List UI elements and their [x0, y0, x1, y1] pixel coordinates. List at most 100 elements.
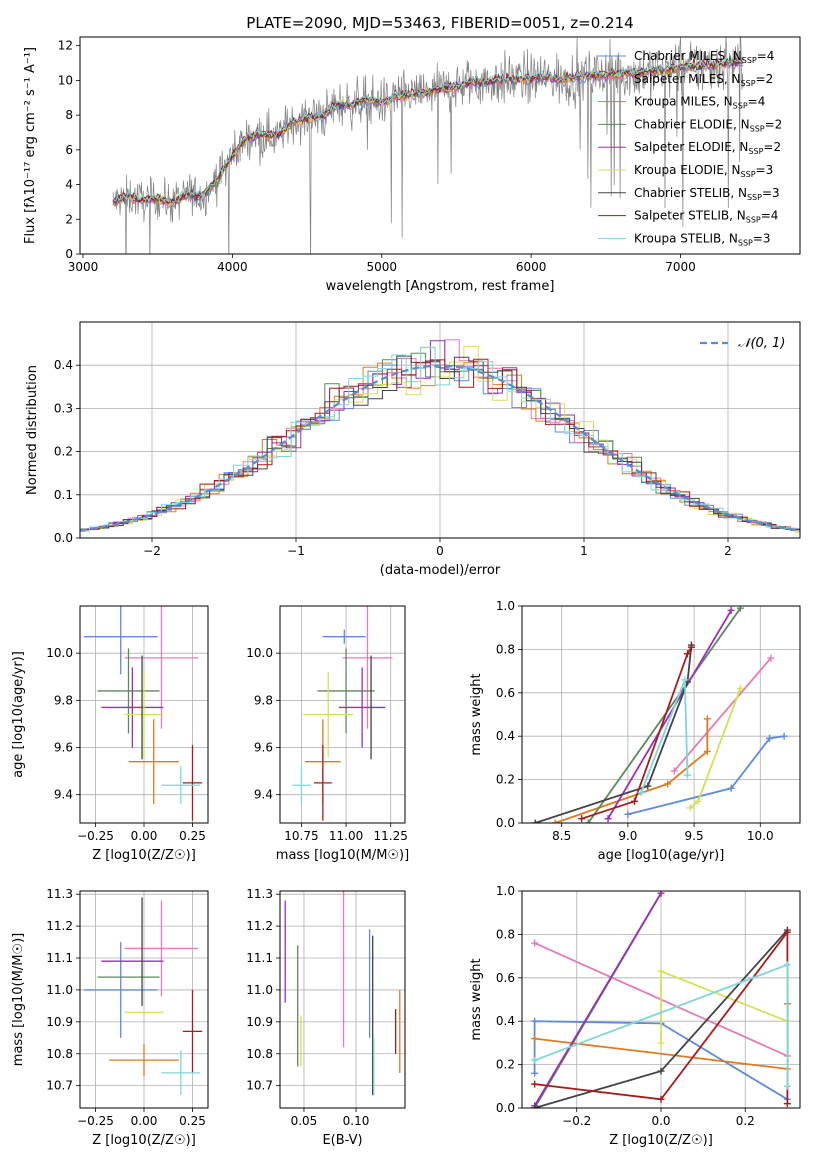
weight_vs_age-xtick-label: 9.5	[685, 829, 704, 843]
spectrum-ytick-label: 12	[58, 39, 73, 53]
legend-entry-main: Kroupa STELIB, N	[634, 231, 738, 245]
mass_vs_Z-ytick-label: 10.7	[46, 1079, 73, 1093]
spectrum-xtick-label: 5000	[366, 260, 397, 274]
weight_vs_Z-panel: −0.2 0.0 0.2 0.0 0.2 0.4 0.6 0.8 1.0 Z [log10(Z/Z…	[469, 884, 801, 1148]
legend-entry: Kroupa MILES, NSSP=4	[634, 95, 765, 111]
weight-marker	[686, 804, 694, 812]
age_vs_mass-plot-area	[292, 606, 393, 821]
errorbar-point-salpeter-stelib	[182, 989, 203, 1073]
legend-entry: Kroupa STELIB, NSSP=3	[634, 231, 771, 247]
residuals-xtick-label: −2	[143, 544, 161, 558]
weight-marker	[578, 815, 586, 823]
legend-entry: Chabrier MILES, NSSP=4	[634, 49, 774, 65]
weight-line	[607, 609, 732, 820]
legend-entry-sub: SSP	[748, 147, 763, 156]
weight-marker	[531, 1035, 539, 1043]
legend-entry-main: Salpeter MILES, N	[634, 72, 741, 86]
legend-entry-tail: =3	[756, 163, 774, 177]
weight_vs_age-plot-area	[531, 606, 788, 823]
mass_vs_Z-ytick-label: 11.3	[46, 887, 73, 901]
weight-marker	[664, 780, 672, 788]
weight-series-kroupa-stelib	[531, 961, 791, 1090]
weight_vs_age-axes: 8.5 9.0 9.5 10.0 0.0 0.2 0.4 0.6 0.8 1.0 age [log1…	[469, 599, 801, 863]
model-line-chabrier-stelib	[112, 55, 744, 204]
errorbar-point-salpeter-stelib	[313, 745, 332, 821]
errorbar-point-kroupa-stelib	[292, 766, 311, 805]
legend-entry-sub: SSP	[750, 124, 765, 133]
errorbar-point-chabrier-elodie	[97, 648, 160, 734]
weight-marker	[531, 1056, 539, 1064]
weight-marker	[780, 732, 788, 740]
legend-entry-sub: SSP	[741, 170, 756, 179]
weight_vs_age-ytick-label: 1.0	[496, 599, 515, 613]
spectrum-plot-area	[112, 37, 744, 254]
legend-entry-tail: =3	[753, 231, 771, 245]
weight-line	[534, 645, 693, 823]
residuals-xtick-label: −1	[287, 544, 305, 558]
legend-entry-main: Chabrier ELODIE, N	[634, 117, 750, 131]
mass_vs_Z-xtick-label: 0.00	[131, 1114, 158, 1128]
histogram-step-kroupa-stelib	[80, 346, 800, 532]
legend-entry-tail: =2	[763, 140, 781, 154]
weight_vs_Z-xlabel: Z [log10(Z/Z☉)]	[609, 1133, 713, 1148]
weight-marker	[604, 815, 612, 823]
weight_vs_Z-plot-area	[531, 891, 791, 1108]
legend-entry: Salpeter MILES, NSSP=2	[634, 72, 773, 88]
weight_vs_age-panel: 8.5 9.0 9.5 10.0 0.0 0.2 0.4 0.6 0.8 1.0 age [log1…	[469, 599, 801, 863]
spectrum-axes: 3000 4000 5000 6000 7000 0 2 4 6 8 10 12 wavelength …	[23, 36, 801, 294]
weight-marker	[551, 819, 559, 823]
age_vs_mass-xtick-label: 11.25	[374, 829, 408, 843]
legend-entry: Salpeter ELODIE, NSSP=2	[634, 140, 781, 156]
mass_vs_ebv-xtick-label: 0.05	[291, 1114, 318, 1128]
figure-title: PLATE=2090, MJD=53463, FIBERID=0051, z=0…	[246, 14, 633, 32]
weight_vs_Z-xtick-label: −0.2	[562, 1114, 591, 1128]
weight-marker	[657, 891, 665, 897]
mass_vs_Z-ytick-label: 11.2	[46, 919, 73, 933]
weight-marker	[703, 747, 711, 755]
weight_vs_Z-ytick-label: 0.0	[496, 1101, 515, 1115]
age_vs_Z-ytick-label: 9.4	[54, 788, 73, 802]
weight-marker	[657, 1095, 665, 1103]
weight-marker	[687, 643, 695, 651]
legend-entry: Chabrier ELODIE, NSSP=2	[634, 117, 782, 133]
mass_vs_Z-xtick-label: −0.25	[77, 1114, 114, 1128]
weight-marker	[657, 1039, 665, 1047]
age_vs_Z-xtick-label: 0.00	[131, 829, 158, 843]
weight-marker	[703, 715, 711, 723]
weight_vs_age-ylabel: mass weight	[469, 673, 484, 755]
legend-entry-sub: SSP	[742, 56, 757, 65]
weight-line	[581, 646, 693, 820]
residuals-axes: −2 −1 0 1 2 0.0 0.1 0.2 0.3 0.4 (data-model)/error…	[25, 321, 801, 578]
errorbar-point-chabrier-miles	[83, 606, 158, 675]
weight-marker	[531, 819, 539, 823]
legend-entry-tail: =4	[761, 209, 779, 223]
age_vs_mass-ytick-label: 9.4	[254, 788, 273, 802]
mass_vs_Z-ytick-label: 11.0	[46, 983, 73, 997]
spectrum-frame	[79, 36, 801, 255]
age_vs_Z-axes: −0.25 0.00 0.25 9.4 9.6 9.8 10.0 Z [log10(Z/Z☉)…	[11, 605, 209, 863]
mass_vs_ebv-ytick-label: 10.9	[246, 1015, 273, 1029]
weight-marker	[681, 676, 689, 684]
spectrum-xtick-label: 6000	[516, 260, 547, 274]
weight-marker	[657, 1067, 665, 1075]
weight_vs_age-xtick-label: 9.0	[618, 829, 637, 843]
legend-entry-tail: =2	[765, 117, 783, 131]
errorbar-point-salpeter-elodie	[101, 667, 164, 748]
weight-series-salpeter-elodie	[604, 606, 735, 823]
errorbar-point-kroupa-miles	[109, 1044, 179, 1077]
weight-marker	[531, 1104, 539, 1108]
legend-entry-tail: =2	[756, 72, 774, 86]
mass_vs_ebv-xtick-label: 0.10	[343, 1114, 370, 1128]
weight_vs_age-ytick-label: 0.2	[496, 773, 515, 787]
errorbar-point-kroupa-elodie	[303, 672, 354, 757]
errorbar-point-salpeter-stelib	[182, 745, 203, 821]
mass_vs_ebv-ytick-label: 10.8	[246, 1047, 273, 1061]
weight-line	[673, 657, 772, 772]
age_vs_Z-panel: −0.25 0.00 0.25 9.4 9.6 9.8 10.0 Z [log10(Z/Z☉)…	[11, 605, 209, 863]
weight-marker	[644, 782, 652, 790]
weight_vs_age-frame	[521, 605, 801, 824]
weight-line	[533, 892, 662, 1107]
spectrum-ytick-label: 10	[58, 73, 73, 87]
residuals-ytick-label: 0.1	[54, 488, 73, 502]
legend-entry-main: Kroupa MILES, N	[634, 95, 733, 109]
